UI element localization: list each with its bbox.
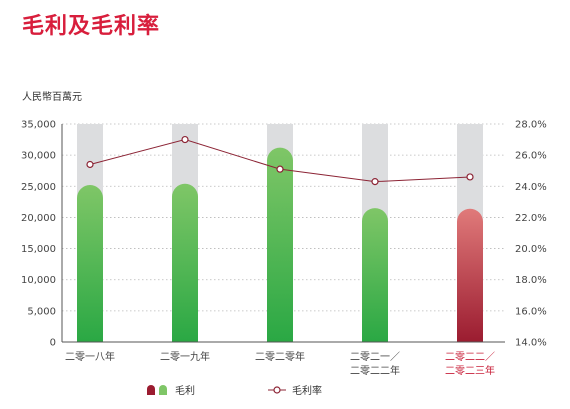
gross-margin-point bbox=[371, 178, 379, 186]
gross-profit-bar bbox=[77, 185, 103, 342]
gross-profit-bar bbox=[362, 208, 388, 342]
legend-label-gross-margin: 毛利率 bbox=[292, 384, 322, 397]
y-left-tick-label: 30,000 bbox=[21, 151, 56, 162]
y-left-tick-label: 10,000 bbox=[21, 275, 56, 286]
legend-swatch bbox=[147, 385, 155, 395]
x-tick-label: 二零二二／ bbox=[445, 351, 495, 363]
y-left-tick-label: 25,000 bbox=[21, 182, 56, 193]
y-axis-label: 人民幣百萬元 bbox=[22, 92, 82, 103]
y-right-tick-label: 26.0% bbox=[515, 151, 547, 162]
y-right-tick-label: 22.0% bbox=[515, 213, 547, 224]
y-right-tick-label: 14.0% bbox=[515, 338, 547, 349]
y-right-tick-label: 18.0% bbox=[515, 275, 547, 286]
gross-profit-bars bbox=[77, 147, 483, 342]
gross-profit-bar bbox=[457, 208, 483, 342]
gross-margin-point bbox=[86, 160, 94, 169]
x-tick-label: 二零二三年 bbox=[445, 364, 495, 377]
gross-profit-bar bbox=[172, 183, 198, 342]
x-tick-label: 二零一九年 bbox=[160, 350, 210, 363]
y-left-tick-label: 0 bbox=[50, 338, 56, 349]
legend-swatch bbox=[159, 385, 167, 395]
y-right-tick-label: 16.0% bbox=[515, 306, 547, 317]
axes: 0 5,000 10,000 15,000 20,000 25,000 30,000 35,0… bbox=[21, 120, 547, 378]
y-right-tick-label: 28.0% bbox=[515, 120, 547, 131]
gross-profit-bar bbox=[267, 147, 293, 342]
y-left-tick-label: 35,000 bbox=[21, 120, 56, 131]
gross-margin-line bbox=[86, 135, 474, 186]
x-tick-label: 二零二零年 bbox=[255, 350, 305, 363]
y-left-tick-label: 15,000 bbox=[21, 244, 56, 255]
gross-margin-point bbox=[181, 135, 189, 144]
chart-title: 毛利及毛利率 bbox=[22, 14, 161, 39]
y-left-tick-label: 5,000 bbox=[27, 306, 56, 317]
legend-marker bbox=[273, 386, 281, 394]
x-tick-label: 二零一八年 bbox=[65, 350, 115, 363]
legend: 毛利 毛利率 bbox=[147, 384, 322, 397]
legend-label-gross-profit: 毛利 bbox=[175, 385, 195, 397]
gross-margin-point bbox=[466, 173, 474, 181]
x-tick-label: 二零二二年 bbox=[350, 364, 400, 377]
y-right-tick-label: 24.0% bbox=[515, 182, 547, 193]
gross-margin-point bbox=[276, 165, 284, 173]
y-right-tick-label: 20.0% bbox=[515, 244, 547, 255]
y-left-tick-label: 20,000 bbox=[21, 213, 56, 224]
x-tick-label: 二零二一／ bbox=[350, 351, 400, 363]
